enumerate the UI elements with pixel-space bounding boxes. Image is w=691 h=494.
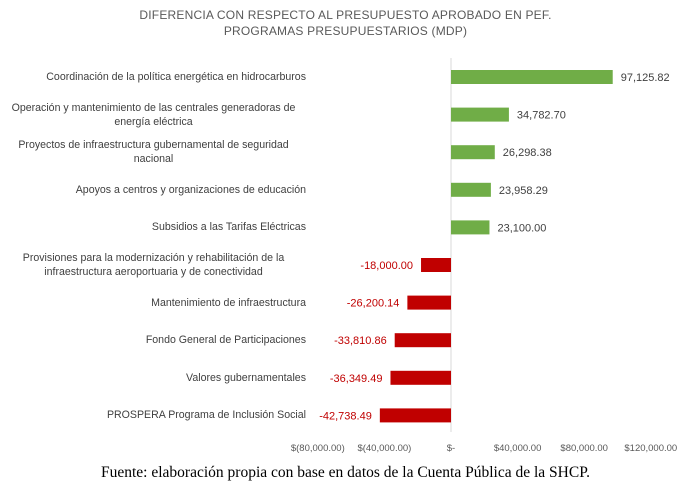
bar	[390, 370, 451, 385]
data-label: 23,100.00	[497, 222, 546, 234]
data-label: -33,810.86	[334, 335, 387, 347]
data-label: 23,958.29	[499, 185, 548, 197]
category-label-text: PROSPERA Programa de Inclusión Social	[106, 409, 306, 422]
bar	[407, 295, 451, 310]
data-label: 97,125.82	[621, 72, 670, 84]
category-label: Mantenimiento de infraestructura	[1, 287, 306, 319]
data-label: 34,782.70	[517, 110, 566, 122]
x-tick-label: $80,000.00	[560, 443, 608, 454]
source-footer: Fuente: elaboración propia con base en d…	[101, 464, 590, 481]
x-tick-label: $(80,000.00)	[291, 443, 345, 454]
x-tick-label: $40,000.00	[494, 443, 542, 454]
category-label: Subsidios a las Tarifas Eléctricas	[1, 211, 306, 243]
data-label: -42,738.49	[319, 410, 372, 422]
category-label-text: Mantenimiento de infraestructura	[151, 296, 306, 309]
category-label-text: Subsidios a las Tarifas Eléctricas	[151, 221, 306, 234]
category-label: Apoyos a centros y organizaciones de edu…	[1, 174, 306, 206]
x-tick-label: $120,000.00	[624, 443, 677, 454]
bar	[421, 258, 451, 272]
category-label-text: Coordinación de la política energética e…	[46, 71, 306, 83]
bar	[451, 220, 490, 235]
category-label: Proyectos de infraestructura gubernament…	[1, 136, 306, 168]
category-label-text: Fondo General de Participaciones	[145, 334, 306, 347]
chart-title: DIFERENCIA CON RESPECTO AL PRESUPUESTO A…	[139, 8, 552, 22]
category-label-text: Apoyos a centros y organizaciones de edu…	[75, 183, 306, 196]
x-tick-label: $(40,000.00)	[357, 443, 411, 454]
bar	[451, 107, 509, 122]
category-label: Provisiones para la modernización y reha…	[1, 249, 306, 281]
category-label: Coordinación de la política energética e…	[1, 61, 306, 93]
x-tick-label: $-	[447, 443, 455, 454]
category-label-text: Provisiones para la modernización y reha…	[22, 252, 285, 278]
bar	[379, 408, 451, 423]
bar	[451, 182, 491, 197]
data-label: -26,200.14	[347, 298, 400, 310]
data-label: -18,000.00	[360, 260, 413, 272]
category-label: Valores gubernamentales	[1, 362, 306, 394]
bar	[451, 145, 495, 160]
chart-subtitle: PROGRAMAS PRESUPUESTARIOS (MDP)	[223, 24, 468, 38]
bar	[451, 70, 613, 84]
category-label: PROSPERA Programa de Inclusión Social	[1, 399, 306, 431]
bar	[394, 333, 451, 348]
category-label-text: Proyectos de infraestructura gubernament…	[18, 139, 289, 166]
category-label: Operación y mantenimiento de las central…	[1, 99, 306, 131]
data-label: 26,298.38	[503, 147, 552, 159]
category-label-text: Operación y mantenimiento de las central…	[11, 101, 296, 128]
category-label: Fondo General de Participaciones	[1, 324, 306, 356]
data-label: -36,349.49	[330, 373, 383, 385]
category-label-text: Valores gubernamentales	[186, 371, 306, 384]
